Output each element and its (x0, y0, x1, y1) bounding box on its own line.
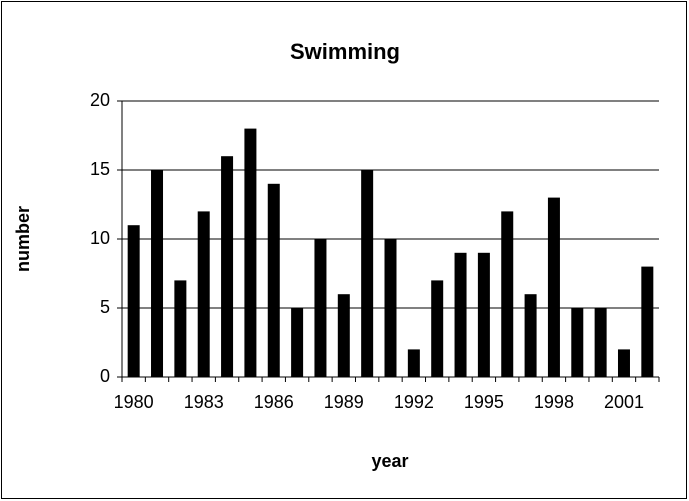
x-tick-label: 1983 (184, 392, 224, 412)
bar (524, 294, 537, 377)
y-tick-label: 15 (90, 159, 110, 179)
bar (314, 239, 327, 377)
x-tick-label: 1989 (324, 392, 364, 412)
bar (244, 128, 257, 377)
bar (384, 239, 397, 377)
bar (407, 349, 420, 377)
y-tick-label: 10 (90, 228, 110, 248)
chart-title: Swimming (290, 39, 400, 64)
bar (617, 349, 630, 377)
bar (361, 170, 374, 377)
x-axis-label: year (371, 451, 408, 471)
bar (267, 183, 280, 377)
y-tick-label: 5 (100, 297, 110, 317)
bar (477, 252, 490, 377)
y-axis-label: number (13, 206, 33, 272)
bar (547, 197, 560, 377)
x-tick-label: 1986 (254, 392, 294, 412)
y-tick-label: 0 (100, 366, 110, 386)
x-tick-label: 1998 (534, 392, 574, 412)
x-tick-label: 1992 (394, 392, 434, 412)
bar (594, 308, 607, 377)
x-tick-label: 1995 (464, 392, 504, 412)
bar (221, 156, 234, 377)
x-tick-label: 1980 (114, 392, 154, 412)
bar (291, 308, 304, 377)
bar (127, 225, 140, 377)
bar (197, 211, 210, 377)
bar (454, 252, 467, 377)
bar (337, 294, 350, 377)
bar (431, 280, 444, 377)
x-tick-label: 2001 (604, 392, 644, 412)
y-tick-label: 20 (90, 90, 110, 110)
bar (641, 266, 654, 377)
bar (151, 170, 164, 377)
bar (571, 308, 584, 377)
bar (501, 211, 514, 377)
bar (174, 280, 187, 377)
